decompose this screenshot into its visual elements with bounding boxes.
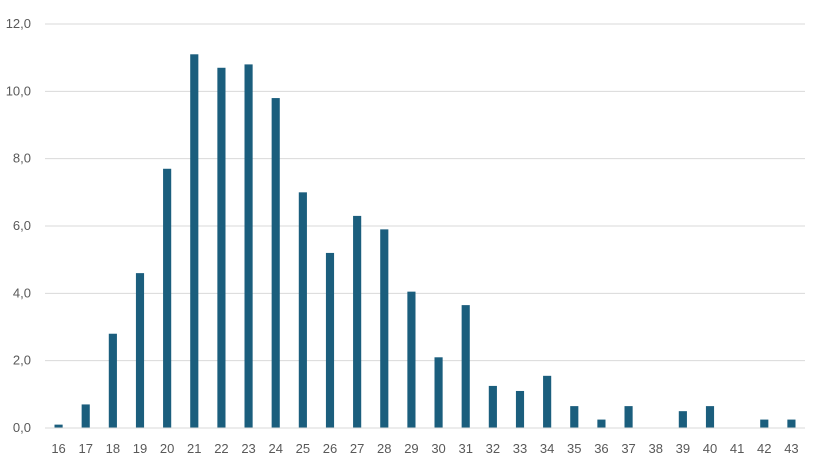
bar-42 <box>760 419 769 428</box>
x-tick-label: 42 <box>757 441 771 456</box>
bar-24 <box>271 98 280 428</box>
x-tick-label: 33 <box>513 441 527 456</box>
bar-18 <box>108 333 117 428</box>
x-tick-label: 18 <box>106 441 120 456</box>
x-tick-label: 28 <box>377 441 391 456</box>
x-tick-label: 20 <box>160 441 174 456</box>
x-tick-label: 32 <box>486 441 500 456</box>
bars <box>54 54 796 429</box>
x-tick-label: 25 <box>296 441 310 456</box>
bar-31 <box>461 305 470 428</box>
bar-26 <box>325 252 335 428</box>
x-tick-label: 21 <box>187 441 201 456</box>
bar-32 <box>488 385 497 428</box>
x-tick-label: 37 <box>621 441 635 456</box>
bar-17 <box>81 404 90 428</box>
bar-40 <box>705 406 715 428</box>
bar-37 <box>624 406 633 428</box>
y-tick-label: 6,0 <box>13 218 31 233</box>
bar-30 <box>434 357 443 428</box>
bar-27 <box>353 215 362 428</box>
y-axis-ticks: 0,0 2,0 4,0 6,0 8,0 10,0 12,0 <box>6 16 31 435</box>
x-tick-label: 23 <box>241 441 255 456</box>
x-tick-label: 40 <box>703 441 717 456</box>
x-tick-label: 27 <box>350 441 364 456</box>
x-tick-label: 22 <box>214 441 228 456</box>
bar-25 <box>298 192 307 428</box>
x-tick-label: 38 <box>648 441 662 456</box>
x-tick-label: 26 <box>323 441 337 456</box>
bar-29 <box>407 291 416 428</box>
y-tick-label: 10,0 <box>6 83 31 98</box>
x-tick-label: 39 <box>676 441 690 456</box>
bar-28 <box>380 229 389 428</box>
bar-16 <box>54 424 63 428</box>
y-tick-label: 0,0 <box>13 420 31 435</box>
bar-19 <box>135 273 145 428</box>
x-tick-label: 16 <box>51 441 65 456</box>
y-tick-label: 12,0 <box>6 16 31 31</box>
y-tick-label: 8,0 <box>13 151 31 166</box>
bar-34 <box>543 375 552 428</box>
y-tick-label: 2,0 <box>13 353 31 368</box>
bar-23 <box>244 64 253 429</box>
bar-22 <box>217 67 226 429</box>
x-tick-label: 24 <box>268 441 282 456</box>
x-tick-label: 29 <box>404 441 418 456</box>
x-tick-label: 31 <box>458 441 472 456</box>
bar-39 <box>678 411 687 428</box>
x-tick-label: 43 <box>784 441 798 456</box>
x-axis-ticks: 16 17 18 19 20 21 22 23 24 25 26 27 28 29 30 31 32 33 34 35… <box>51 441 798 456</box>
bar-20 <box>163 168 172 428</box>
x-tick-label: 19 <box>133 441 147 456</box>
bar-33 <box>515 390 525 428</box>
y-tick-label: 4,0 <box>13 285 31 300</box>
x-tick-label: 34 <box>540 441 554 456</box>
bar-21 <box>190 54 199 429</box>
bar-43 <box>787 419 796 428</box>
gridlines <box>45 23 805 362</box>
bar-36 <box>597 419 606 428</box>
x-tick-label: 35 <box>567 441 581 456</box>
bar-35 <box>570 406 579 428</box>
x-tick-label: 30 <box>431 441 445 456</box>
x-tick-label: 36 <box>594 441 608 456</box>
x-tick-label: 17 <box>78 441 92 456</box>
x-tick-label: 41 <box>730 441 744 456</box>
